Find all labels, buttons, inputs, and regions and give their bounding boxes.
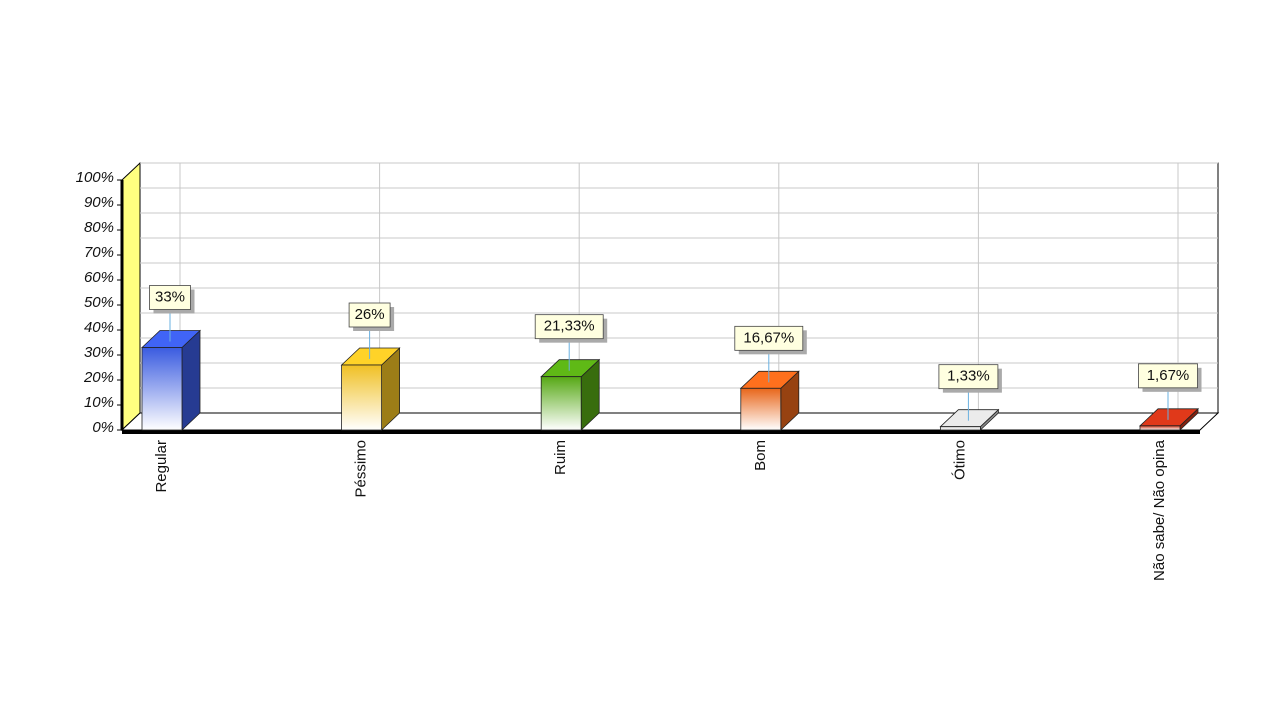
x-tick-label: Bom xyxy=(752,440,769,471)
label-box xyxy=(348,302,391,328)
y-tick-label: 50% xyxy=(84,294,114,311)
left-wall xyxy=(121,161,141,432)
label-box xyxy=(734,325,804,351)
x-tick-label: Não sabe/ Não opina xyxy=(1151,439,1168,581)
label-box xyxy=(149,285,191,310)
y-tick-label: 90% xyxy=(84,194,114,211)
bar xyxy=(740,387,782,431)
data-label: 16,67% xyxy=(743,329,794,346)
bar xyxy=(1139,425,1181,431)
y-tick-label: 60% xyxy=(84,269,114,286)
x-tick-label: Regular xyxy=(153,440,170,493)
y-tick-label: 40% xyxy=(84,319,114,336)
floor xyxy=(120,412,1220,431)
data-label: 21,33% xyxy=(544,318,595,335)
y-tick-label: 80% xyxy=(84,219,114,236)
y-tick-label: 20% xyxy=(83,369,114,386)
y-tick-label: 0% xyxy=(92,419,114,436)
bar xyxy=(341,364,383,431)
y-tick-label: 10% xyxy=(84,394,114,411)
y-tick-label: 30% xyxy=(84,344,114,361)
data-label: 33% xyxy=(155,288,185,305)
y-tick-label: 70% xyxy=(84,244,114,261)
x-tick-label: Ótimo xyxy=(951,440,968,480)
label-box xyxy=(1138,363,1198,389)
bar xyxy=(141,347,183,431)
bar xyxy=(940,426,981,431)
x-tick-label: Ruim xyxy=(552,440,569,475)
data-label: 26% xyxy=(355,306,385,323)
y-tick-label: 100% xyxy=(76,169,114,186)
label-box xyxy=(938,364,999,390)
bar xyxy=(540,376,582,431)
data-label: 1,67% xyxy=(1147,367,1190,384)
x-tick-label: Péssimo xyxy=(353,440,370,498)
label-box xyxy=(534,314,604,340)
data-label: 1,33% xyxy=(947,368,990,385)
